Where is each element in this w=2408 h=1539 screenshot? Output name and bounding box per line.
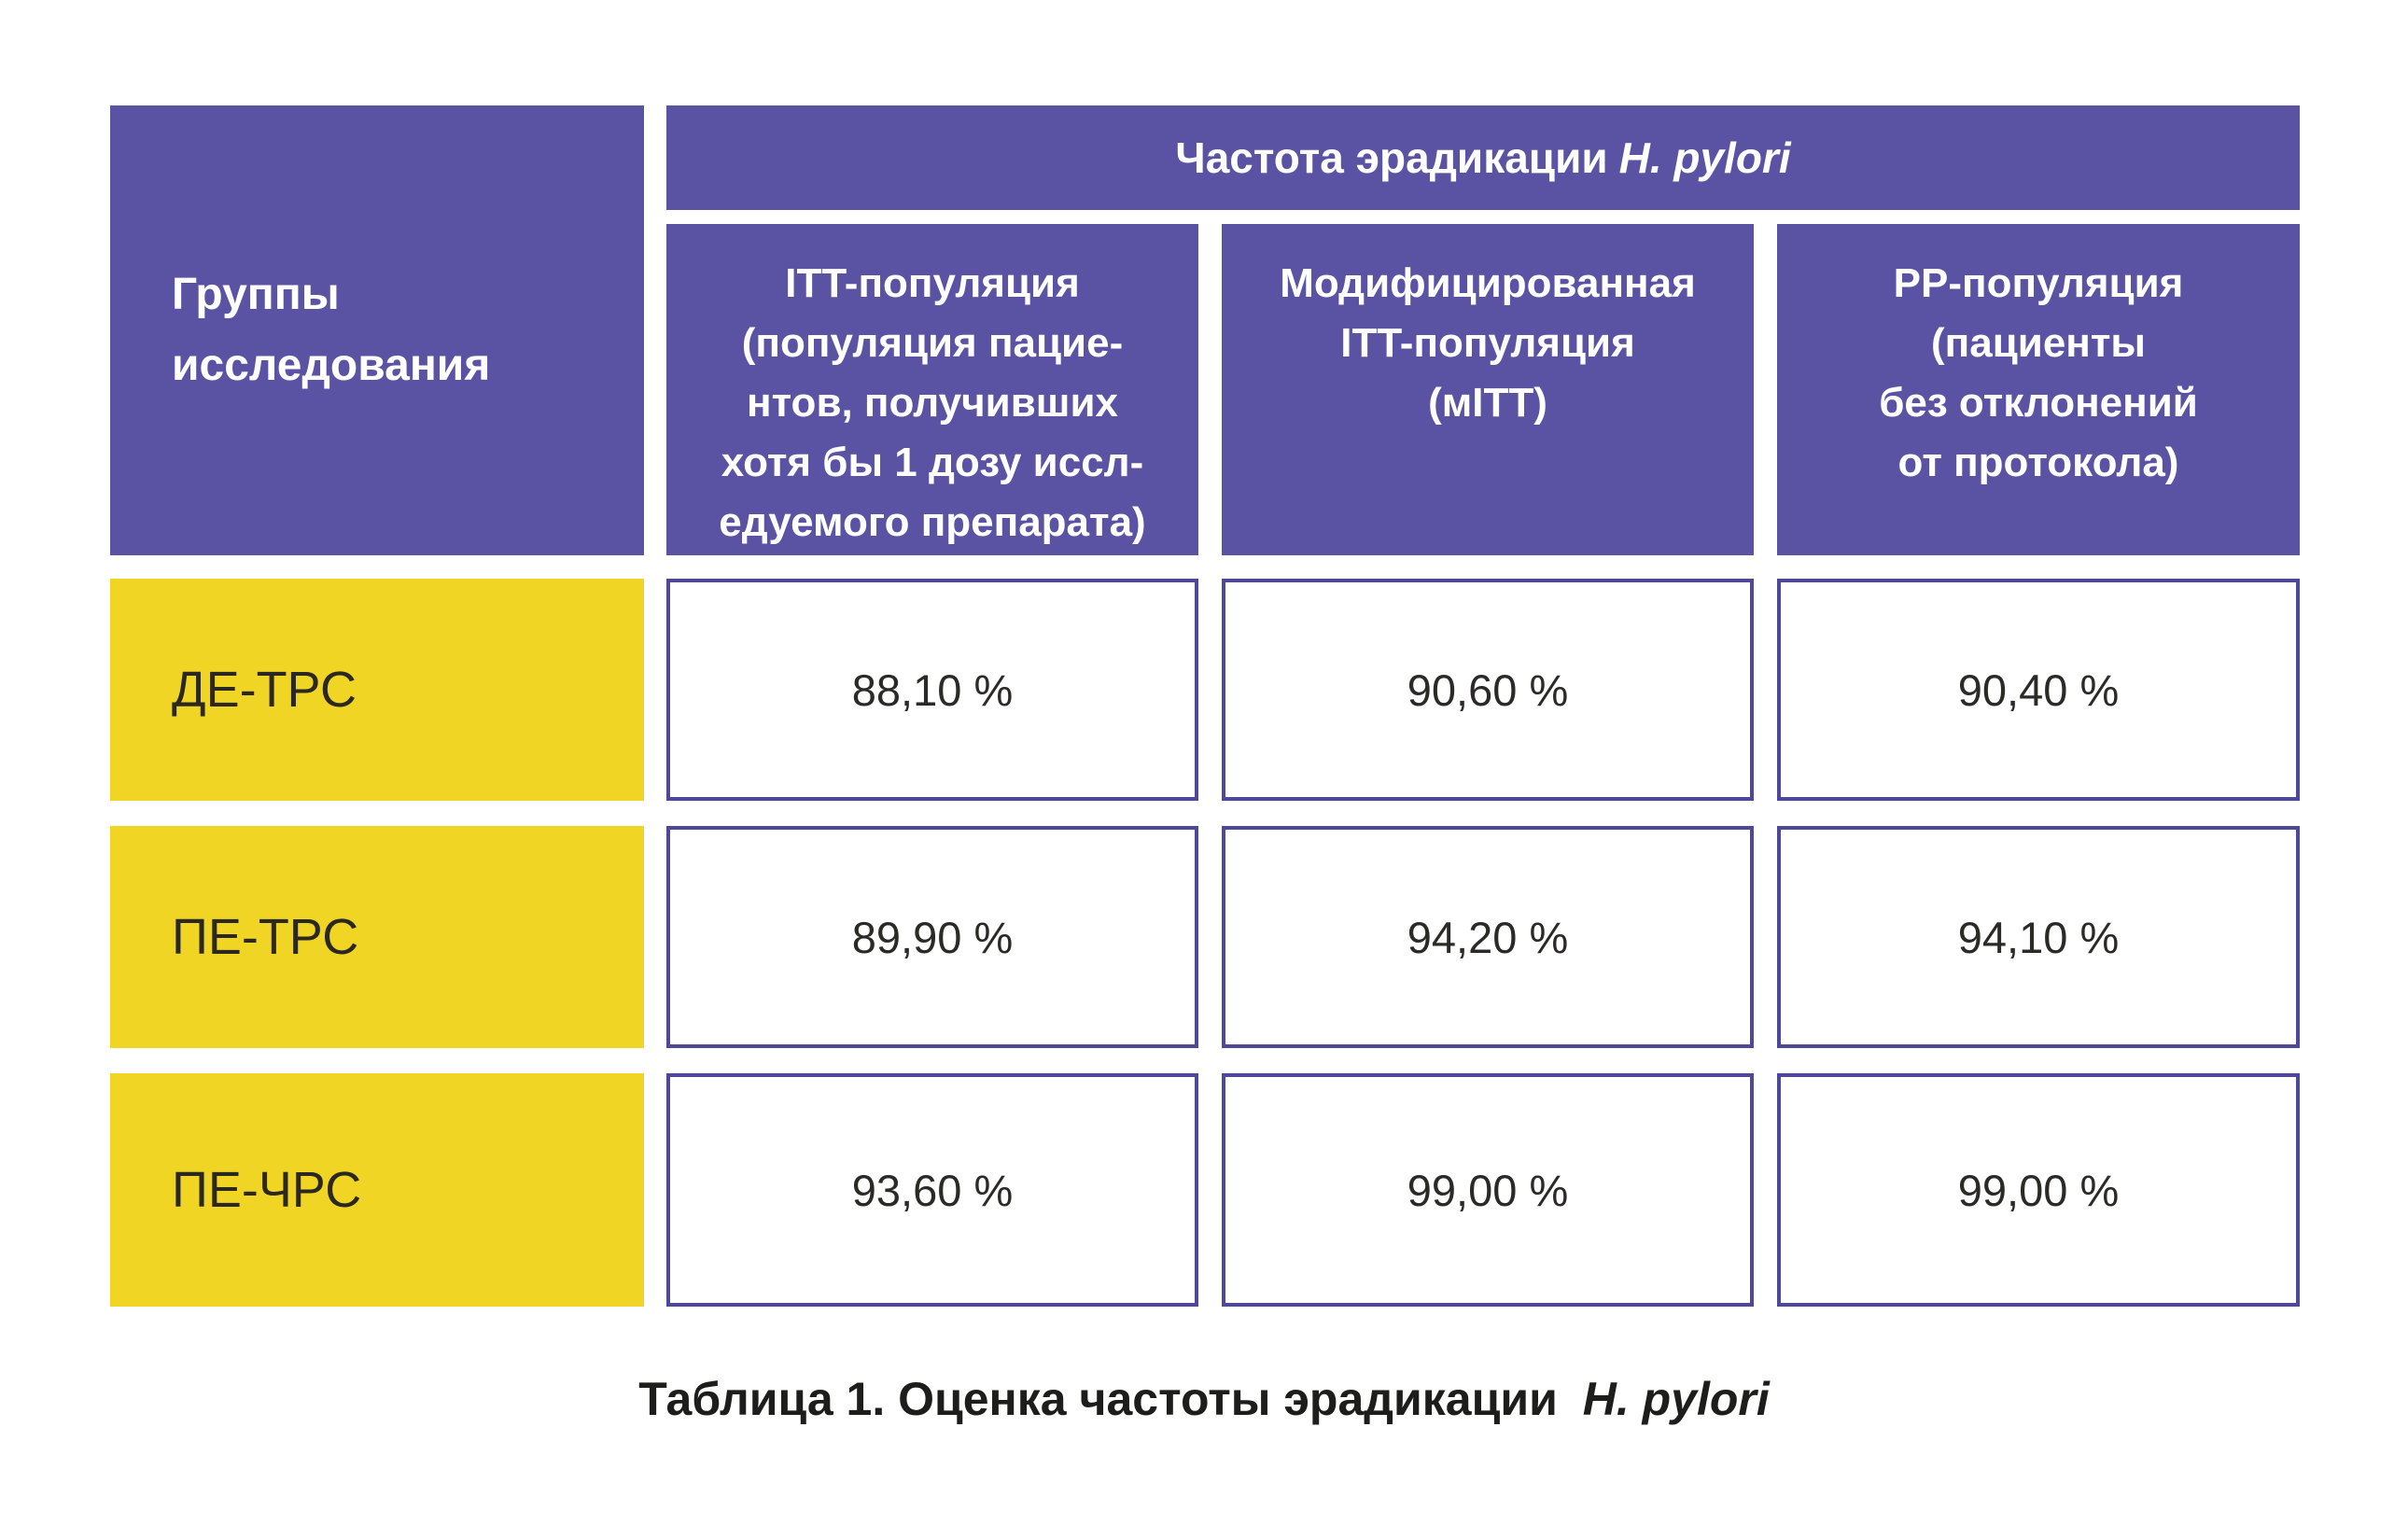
value-cell: 93,60 % (666, 1073, 1198, 1307)
value-cell: 90,60 % (1222, 579, 1754, 801)
table-caption: Таблица 1. Оценка частоты эрадикации H. … (0, 1370, 2408, 1428)
value-cell: 94,20 % (1222, 826, 1754, 1048)
row-label-de-trs: ДЕ-ТРС (110, 579, 644, 801)
corner-header-text: Группы исследования (172, 270, 491, 390)
row-label-pe-trs: ПЕ-ТРС (110, 826, 644, 1048)
value-cell: 90,40 % (1777, 579, 2300, 801)
value-cell: 99,00 % (1222, 1073, 1754, 1307)
eradication-table: Группы исследования Частота эрадикации H… (110, 105, 2300, 1307)
value-cell: 88,10 % (666, 579, 1198, 801)
column-header-itt: ITT-популяция (популяция пацие- нтов, по… (666, 224, 1198, 555)
value-cell: 94,10 % (1777, 826, 2300, 1048)
banner-text: Частота эрадикации (1175, 133, 1608, 182)
banner-italic-text: H. pylori (1618, 133, 1791, 182)
banner-header-cell: Частота эрадикации H. pylori (666, 105, 2300, 210)
column-header-pp: PP-популяция (пациенты без отклонений от… (1777, 224, 2300, 555)
corner-header-cell: Группы исследования (110, 105, 644, 555)
value-cell: 89,90 % (666, 826, 1198, 1048)
row-label-pe-chrs: ПЕ-ЧРС (110, 1073, 644, 1307)
value-cell: 99,00 % (1777, 1073, 2300, 1307)
caption-italic-text: H. pylori (1582, 1373, 1770, 1425)
column-header-mitt: Модифицированная ITT-популяция (мITT) (1222, 224, 1754, 555)
caption-text: Таблица 1. Оценка частоты эрадикации (638, 1373, 1558, 1425)
